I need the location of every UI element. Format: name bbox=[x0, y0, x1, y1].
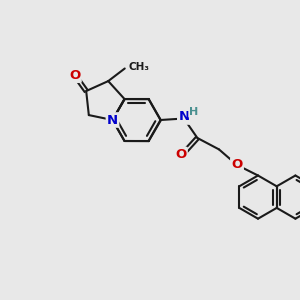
Text: O: O bbox=[231, 158, 243, 172]
Text: N: N bbox=[107, 113, 118, 127]
Text: O: O bbox=[175, 148, 187, 161]
Text: CH₃: CH₃ bbox=[128, 62, 149, 72]
Text: O: O bbox=[69, 69, 80, 82]
Text: H: H bbox=[189, 107, 198, 117]
Text: N: N bbox=[178, 110, 190, 124]
